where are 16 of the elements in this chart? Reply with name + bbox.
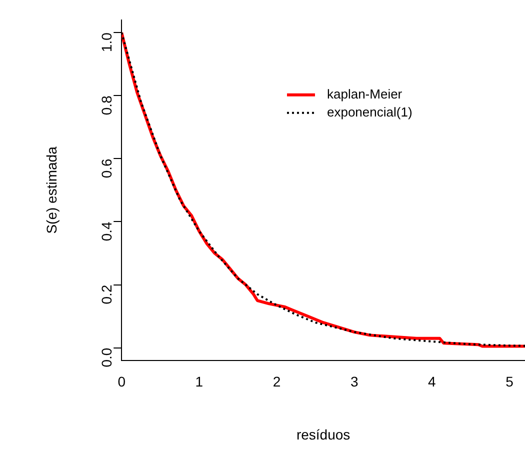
y-tick-label: 0.6 (98, 158, 114, 178)
x-tick-label: 4 (428, 374, 436, 390)
y-tick-label: 0.0 (98, 348, 114, 368)
x-tick-label: 1 (195, 374, 204, 390)
x-tick-label: 3 (350, 374, 358, 390)
y-tick-label: 0.4 (98, 222, 114, 242)
x-tick-label: 2 (272, 374, 281, 390)
x-axis-title: resíduos (296, 426, 350, 442)
y-axis-title: S(e) estimada (43, 146, 60, 234)
y-tick-label: 0.2 (98, 284, 114, 304)
legend-label: exponencial(1) (326, 104, 412, 120)
x-tick-label: 0 (118, 374, 126, 390)
x-tick-label: 5 (506, 374, 514, 390)
y-tick-label: 0.8 (98, 95, 114, 116)
legend-label: kaplan-Meier (326, 86, 403, 102)
y-tick-label: 1.0 (98, 32, 114, 52)
